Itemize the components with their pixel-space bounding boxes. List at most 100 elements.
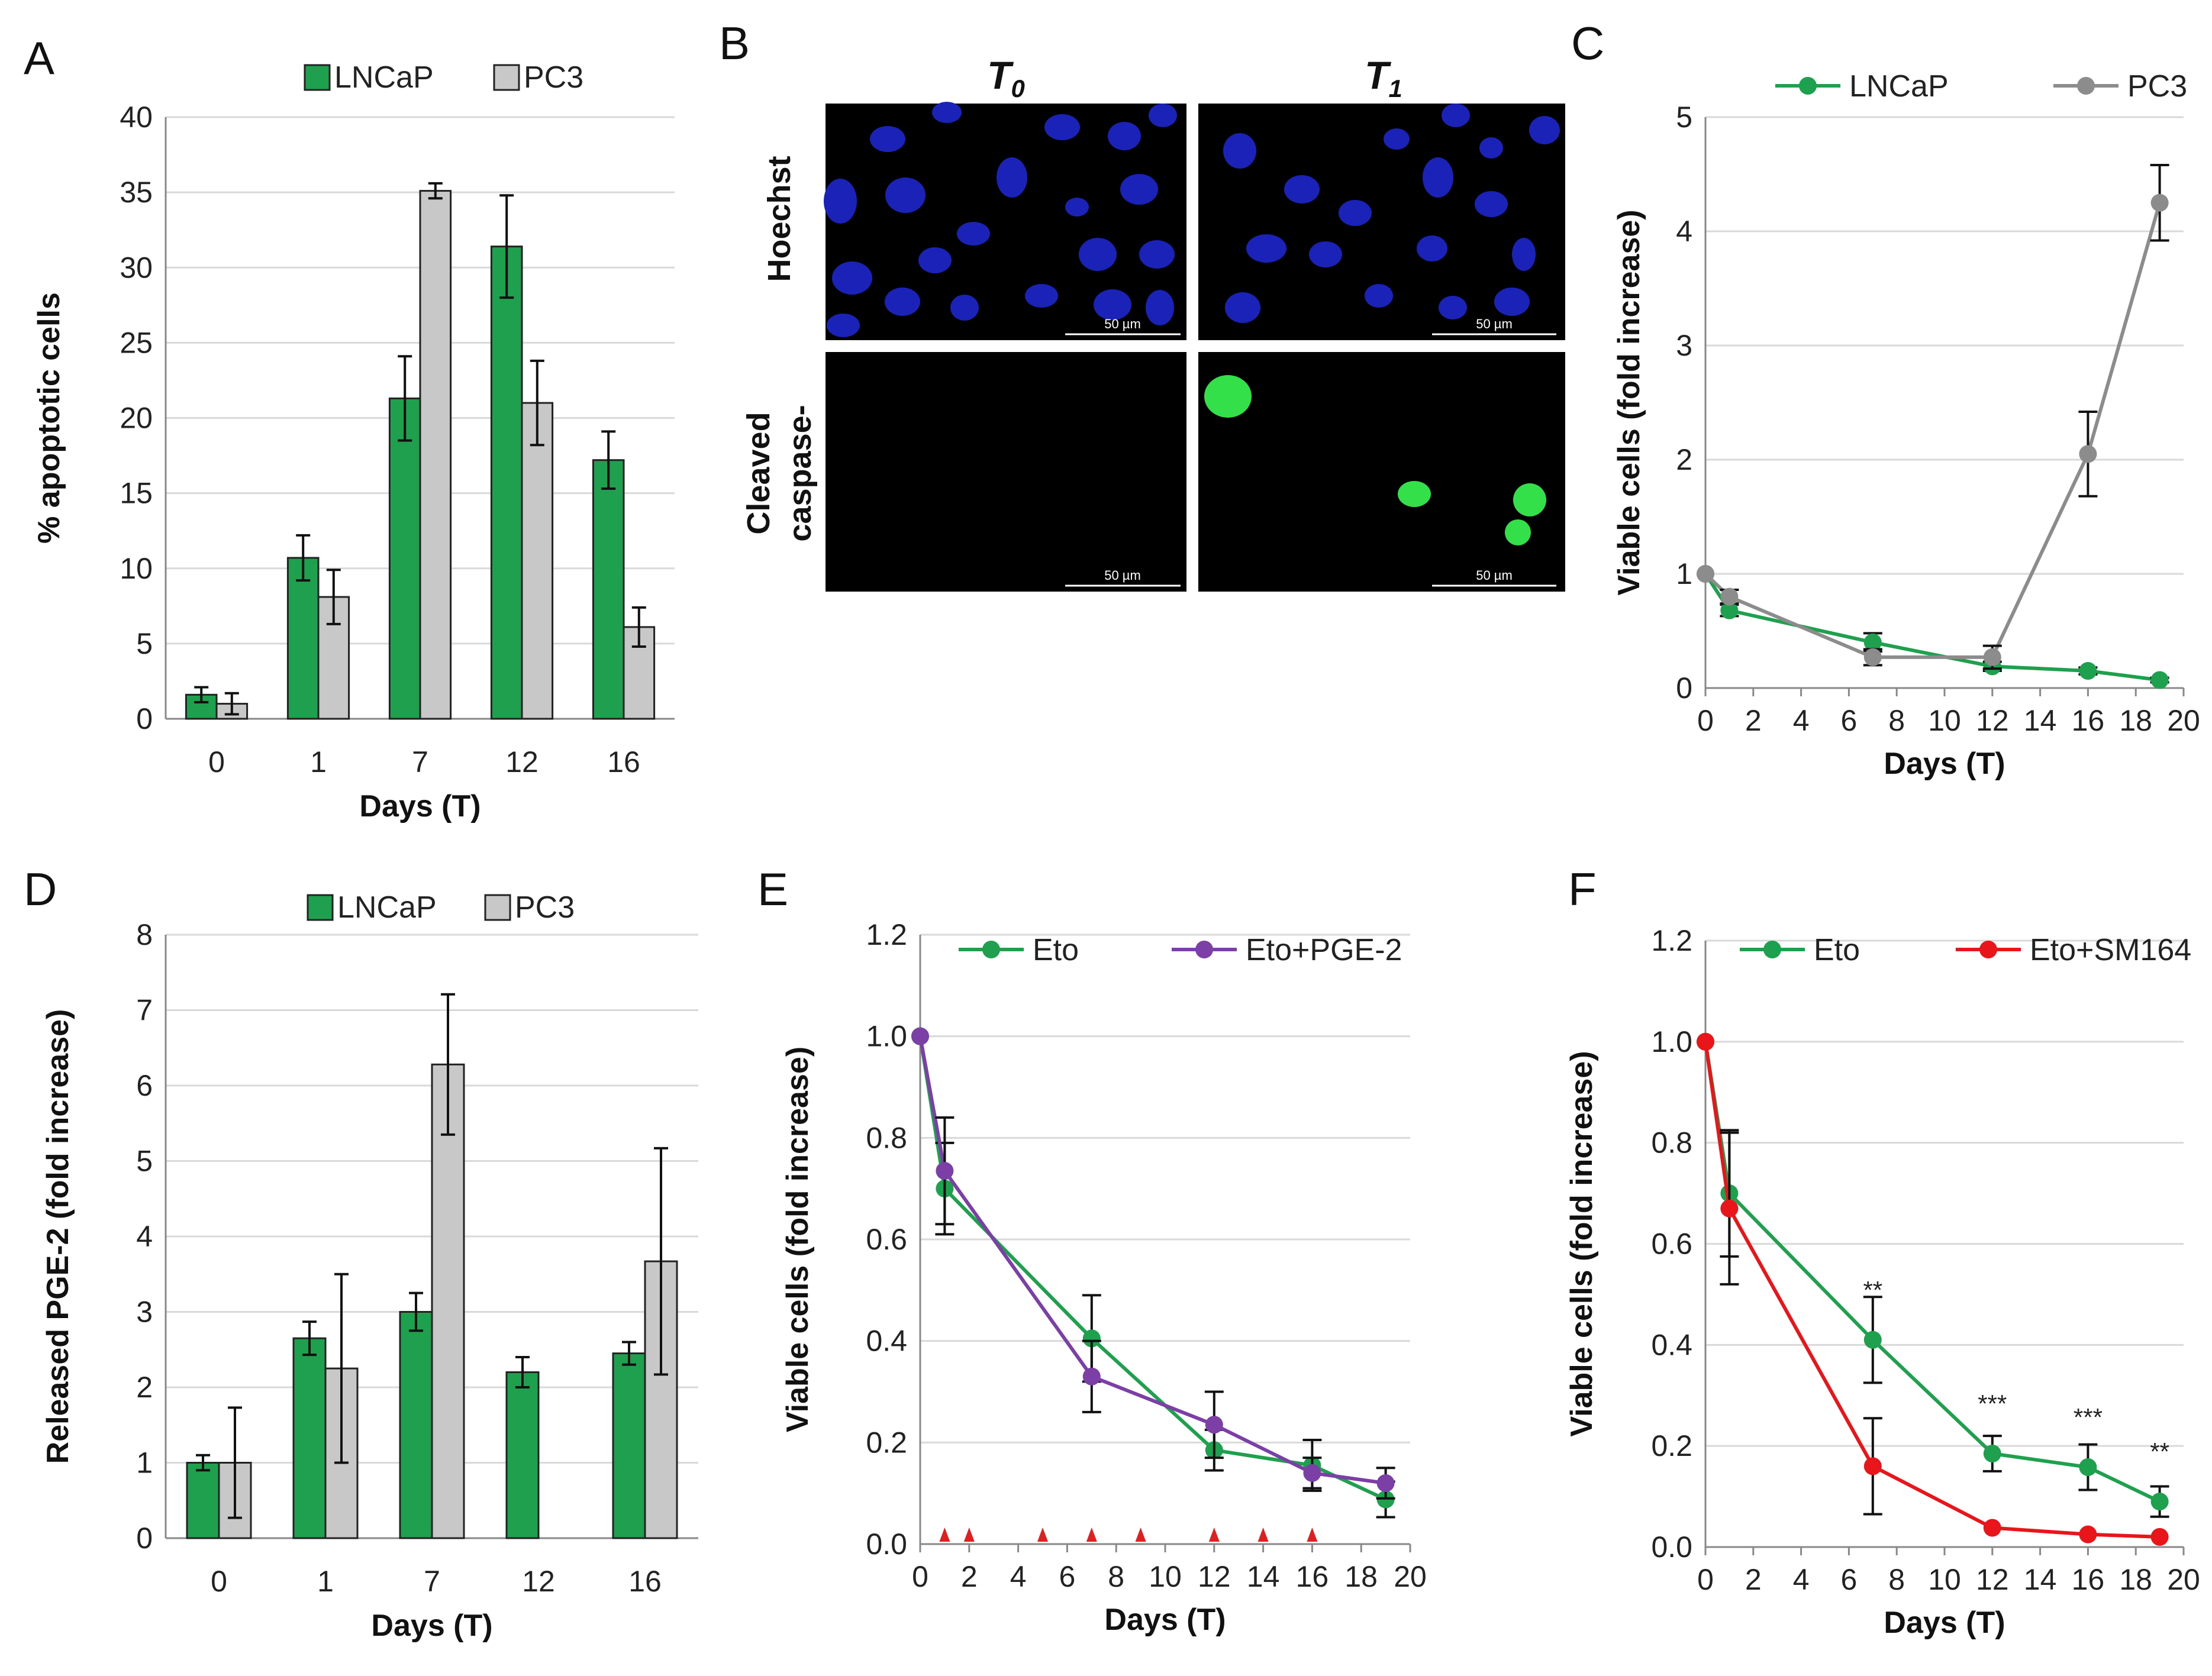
y-tick-label: 1.0 [1651,1025,1692,1058]
row-label-caspase: caspase- [782,405,818,541]
y-tick-label: 1 [1676,557,1692,590]
panel-label-d: D [24,863,57,915]
legend-label-pc3: PC3 [515,890,575,925]
legend-label-eto-sm164: Eto+SM164 [2030,933,2191,967]
data-point-eto-sm164 [1697,1032,1714,1051]
svg-text:50 µm: 50 µm [1476,317,1513,331]
chart-f: 0.0 0.2 0.4 0.6 0.8 1.0 1.2 0 2 4 6 8 10 12 14 16 18 20 **… [1565,924,2200,1640]
microscopy-panel: T0 T1 Hoechst Cleaved caspase- [741,53,1565,592]
x-tick-label: 16 [2072,704,2105,737]
y-tick-label: 0 [136,1522,153,1555]
x-tick-label: 8 [1888,704,1905,737]
series-line-eto [1704,1041,2161,1503]
treatment-marker [1135,1528,1146,1542]
y-tick-label: 4 [1676,215,1692,248]
y-tick-label: 1 [136,1446,153,1480]
x-tick-label: 0 [1697,1563,1714,1596]
x-axis-label: Days (T) [1884,1606,2005,1640]
x-tick-label: 8 [1888,1563,1905,1596]
data-point-eto-sm164 [1720,1199,1739,1218]
y-tick-label: 2 [1676,443,1692,476]
svg-text:50 µm: 50 µm [1104,568,1141,583]
y-tick-label: 1.0 [866,1020,907,1053]
bar-lncap [292,1337,327,1539]
y-tick-label: 25 [120,326,153,359]
x-tick-label: 0 [1697,704,1714,737]
y-tick-label: 7 [136,994,153,1027]
significance-marker: *** [2074,1403,2103,1431]
col-header-t0: T0 [987,53,1025,102]
data-point-eto-pge-2 [1376,1474,1395,1492]
y-tick-label: 0.8 [866,1121,907,1154]
y-axis-label: Viable cells (fold increase) [781,1047,815,1432]
significance-marker: ** [2150,1438,2169,1465]
chart-a: 0 5 10 15 20 25 30 35 40 0 1 7 12 16 Days (T) % apoptot… [32,60,675,824]
data-point-eto-pge-2 [936,1162,954,1180]
y-tick-label: 5 [1676,101,1692,134]
image-caspase-t1 [1198,352,1565,592]
legend-marker-pc3 [2077,77,2095,95]
data-point-eto [1983,1444,2001,1462]
data-point-eto [1082,1329,1101,1348]
x-tick-label: 20 [1394,1560,1427,1593]
x-axis-label: Days (T) [371,1609,492,1643]
legend-label-eto: Eto [1814,933,1860,967]
y-tick-label: 5 [136,627,153,660]
treatment-marker [1257,1528,1269,1542]
y-tick-label: 3 [1676,329,1692,362]
chart-e: 0.0 0.2 0.4 0.6 0.8 1.0 1.2 0 2 4 6 8 10 12 14 16 18 20 Da… [781,918,1427,1637]
data-point-pc3 [1983,648,2001,666]
x-tick-label: 10 [1928,1563,1961,1596]
x-tick-label: 1 [310,745,327,779]
data-point-pc3 [2079,445,2097,463]
x-tick-label: 4 [1793,1563,1810,1596]
x-tick-label: 16 [628,1565,662,1598]
legend-swatch-lncap [304,64,331,91]
bar-lncap [490,246,523,720]
y-tick-label: 0.6 [866,1223,907,1256]
significance-marker: *** [1978,1390,2007,1417]
x-tick-label: 20 [2167,704,2200,737]
x-tick-label: 12 [505,745,539,779]
panel-label-e: E [757,863,788,915]
x-axis-label: Days (T) [359,789,481,824]
y-tick-label: 20 [120,402,153,435]
x-tick-label: 18 [2119,704,2152,737]
legend-label-eto: Eto [1033,933,1079,967]
x-tick-label: 2 [961,1560,978,1593]
row-label-hoechst: Hoechst [762,156,797,282]
data-point-lncap [2150,671,2169,689]
treatment-marker [963,1528,975,1542]
y-tick-label: 30 [120,251,153,284]
y-axis-label: Viable cells (fold increase) [1612,209,1646,595]
x-tick-label: 10 [1149,1560,1182,1593]
treatment-marker [1086,1528,1097,1542]
x-tick-label: 7 [424,1565,440,1598]
x-tick-label: 7 [412,745,428,779]
data-point-eto [1863,1331,1882,1349]
bar-lncap [388,397,421,720]
panel-label-f: F [1568,863,1597,915]
x-tick-label: 10 [1928,704,1961,737]
y-tick-label: 0.6 [1651,1228,1692,1261]
x-tick-label: 12 [1976,704,2009,737]
image-caspase-t0 [826,352,1186,592]
data-point-lncap [2079,662,2097,680]
x-tick-label: 16 [1296,1560,1329,1593]
data-point-eto-pge-2 [1082,1367,1101,1386]
bar-pc3 [521,402,554,720]
bar-lncap [505,1371,540,1539]
x-tick-label: 18 [1344,1560,1378,1593]
y-tick-label: 0.0 [866,1528,907,1561]
data-point-eto-pge-2 [1205,1416,1223,1434]
legend-marker-eto-sm164 [1979,941,1997,958]
y-tick-label: 1.2 [866,918,907,951]
series-line-eto [918,1036,1386,1501]
y-tick-label: 5 [136,1145,153,1178]
data-point-eto-sm164 [1983,1519,2001,1537]
x-tick-label: 20 [2167,1563,2200,1596]
series-line-eto-pge-2 [918,1036,1386,1485]
treatment-marker [1307,1528,1318,1542]
legend-swatch-pc3 [484,894,511,921]
x-tick-label: 2 [1745,704,1762,737]
